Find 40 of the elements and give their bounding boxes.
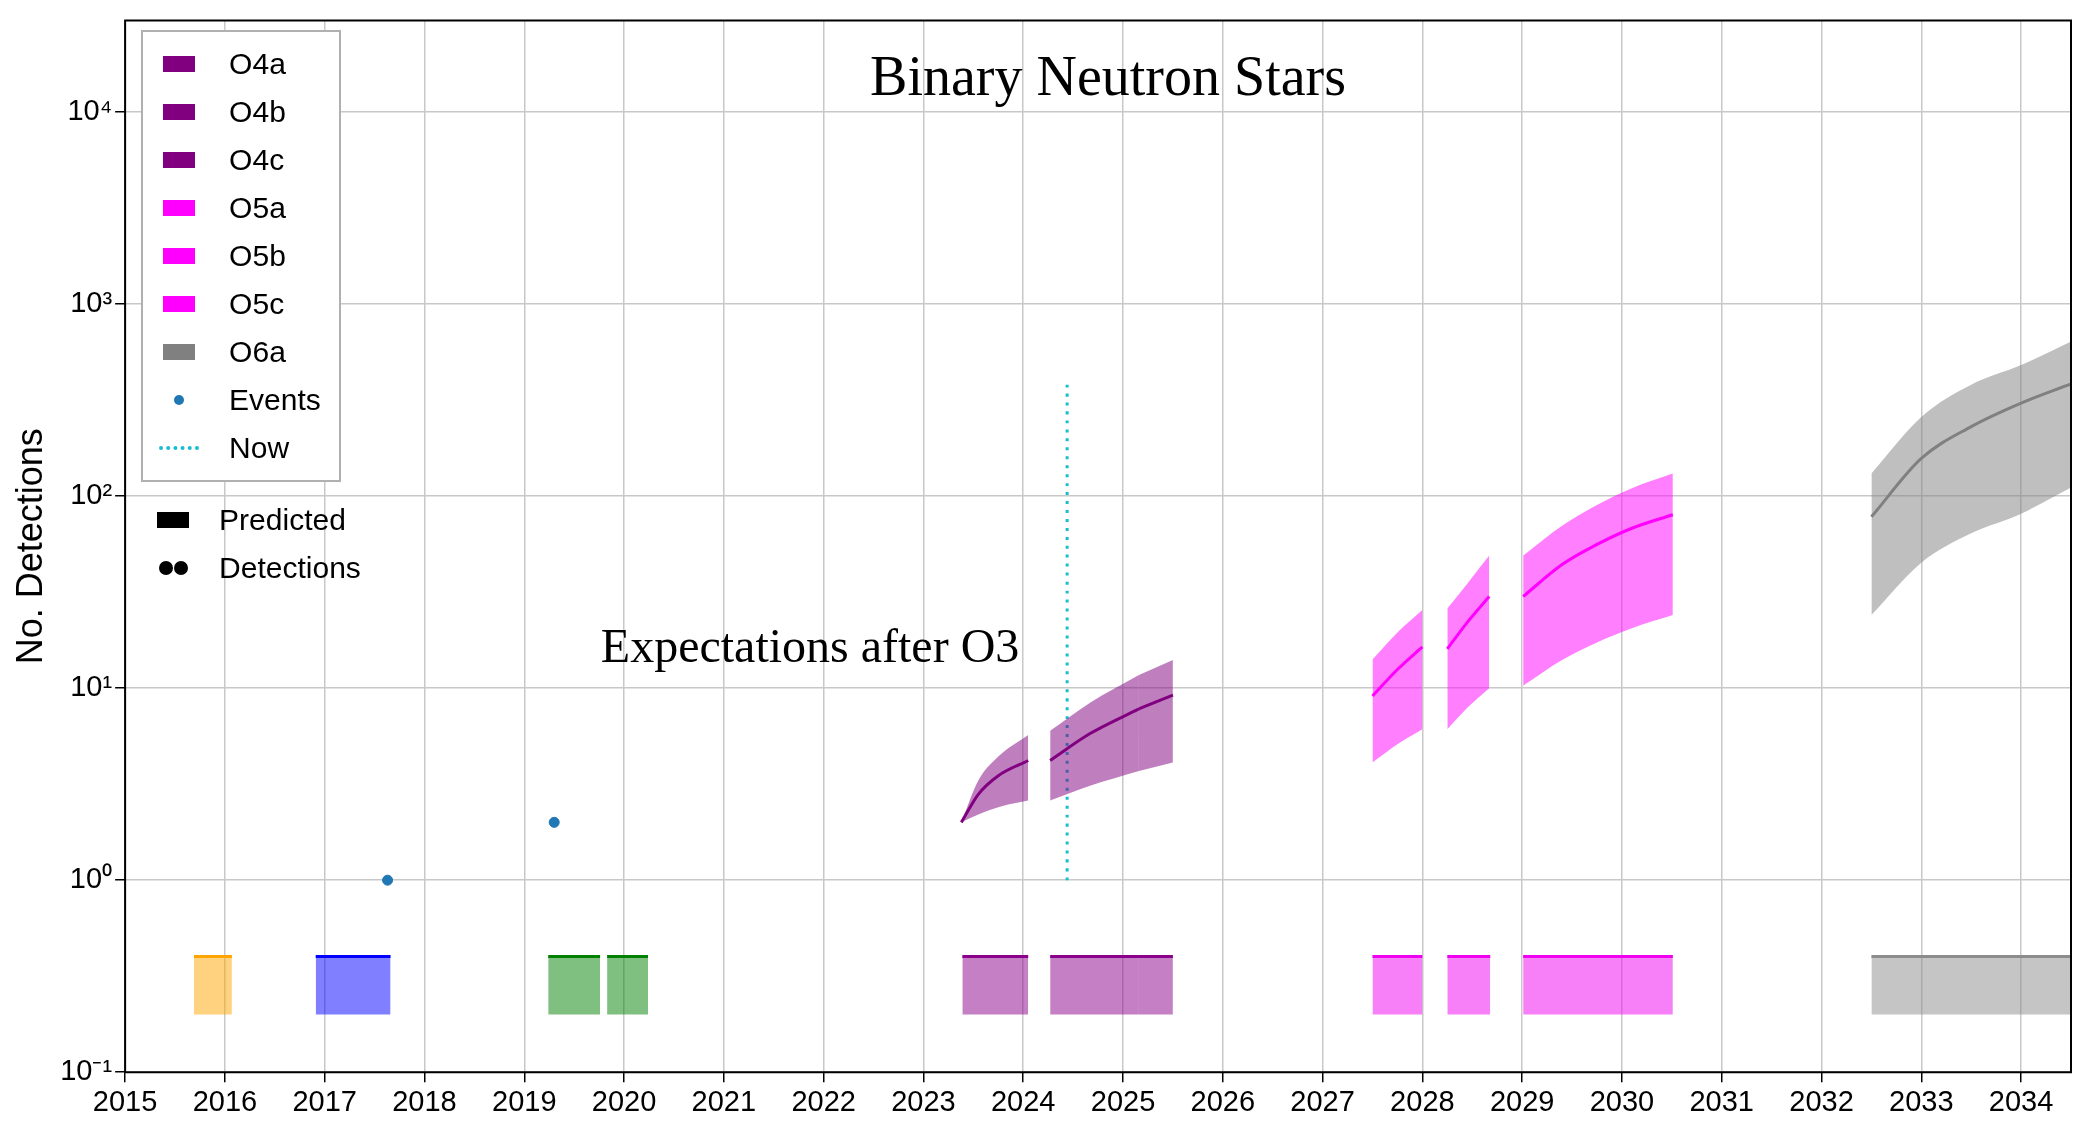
x-tick-label: 2021 xyxy=(691,1084,757,1117)
x-tick-label: 2015 xyxy=(92,1084,158,1117)
y-tick-label: 10⁴ xyxy=(67,94,113,127)
x-tick-label: 2031 xyxy=(1689,1084,1754,1117)
y-tick-label: 10⁰ xyxy=(69,862,113,895)
y-tick-label: 10¹ xyxy=(70,670,113,703)
legend-label: Now xyxy=(229,431,290,466)
x-tick-label: 2018 xyxy=(392,1084,457,1117)
legend-label: O6a xyxy=(229,335,286,370)
legend-label: O4c xyxy=(229,143,285,178)
x-tick-label: 2034 xyxy=(1988,1084,2054,1117)
x-tick-label: 2033 xyxy=(1889,1084,1954,1117)
y-tick-label: 10⁻¹ xyxy=(60,1054,113,1087)
y-tick-label: 10² xyxy=(70,478,113,511)
legend-label: O5a xyxy=(229,191,286,226)
y-tick-label: 10³ xyxy=(70,286,113,319)
chart-title: Binary Neutron Stars xyxy=(870,45,1347,108)
annotation: Expectations after O3 xyxy=(600,618,1020,672)
x-tick-label: 2020 xyxy=(591,1084,657,1117)
x-tick-label: 2019 xyxy=(492,1084,557,1117)
x-tick-label: 2024 xyxy=(990,1084,1056,1117)
x-tick-label: 2025 xyxy=(1090,1084,1156,1117)
x-tick-label: 2032 xyxy=(1789,1084,1854,1117)
y-axis-title: No. Detections xyxy=(8,428,50,665)
x-tick-label: 2026 xyxy=(1190,1084,1256,1117)
x-tick-label: 2027 xyxy=(1290,1084,1355,1117)
x-tick-label: 2016 xyxy=(192,1084,258,1117)
legend-label: O4b xyxy=(229,95,286,130)
x-tick-label: 2028 xyxy=(1390,1084,1455,1117)
legend-label: O5b xyxy=(229,239,286,274)
legend-label: O4a xyxy=(229,47,286,82)
x-tick-label: 2030 xyxy=(1589,1084,1655,1117)
x-tick-label: 2023 xyxy=(891,1084,956,1117)
annotation: Detections xyxy=(219,551,361,585)
x-tick-label: 2029 xyxy=(1489,1084,1555,1117)
annotation: Predicted xyxy=(219,503,346,537)
legend-label: O5c xyxy=(229,287,285,322)
legend-label: Events xyxy=(229,383,321,418)
x-tick-label: 2022 xyxy=(791,1084,856,1117)
x-tick-label: 2017 xyxy=(292,1084,357,1117)
